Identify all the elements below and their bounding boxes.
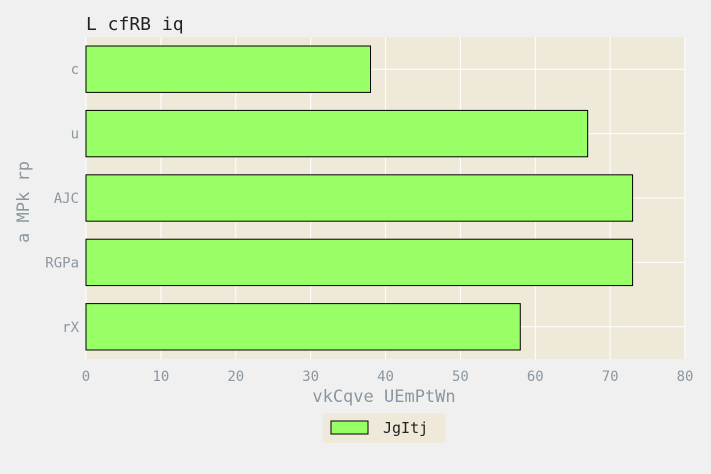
x-tick-label: 0 [82, 369, 90, 385]
x-tick-label: 60 [527, 369, 544, 385]
x-tick-label: 80 [677, 369, 694, 385]
x-tick-label: 40 [377, 369, 394, 385]
legend: JgItj [323, 413, 445, 443]
bar-u [85, 109, 589, 158]
x-tick-label: 20 [227, 369, 244, 385]
bars [85, 45, 634, 351]
x-axis-label: vkCqve UEmPtWn [312, 387, 455, 407]
y-tick-labels: c u AJC RGPa rX [45, 62, 79, 336]
y-tick-label: rX [62, 320, 79, 336]
y-axis-label: a MPk rp [14, 161, 34, 243]
x-tick-labels: 0 10 20 30 40 50 60 70 80 [82, 369, 694, 385]
bar-AJC [85, 174, 634, 222]
y-tick-label: u [71, 127, 79, 143]
x-tick-label: 30 [302, 369, 319, 385]
legend-label-series-1: JgItj [383, 419, 428, 437]
y-tick-label: RGPa [45, 255, 79, 271]
y-tick-label: c [71, 62, 79, 78]
bar-c [85, 45, 372, 93]
y-tick-label: AJC [54, 191, 79, 207]
x-tick-label: 50 [452, 369, 469, 385]
x-tick-label: 70 [602, 369, 619, 385]
bar-RGPa [85, 238, 634, 287]
bar-rX [85, 303, 521, 351]
legend-swatch [330, 420, 369, 435]
chart-title: L cfRB iq [86, 14, 184, 35]
x-tick-label: 10 [152, 369, 169, 385]
